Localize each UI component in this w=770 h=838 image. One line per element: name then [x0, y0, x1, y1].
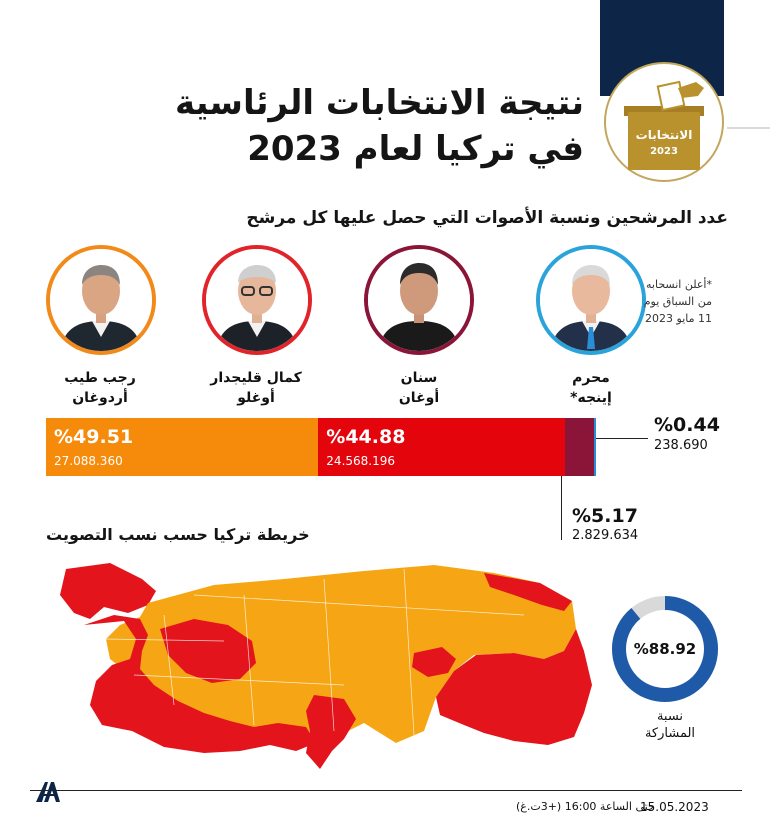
ogan-callout-line [561, 476, 562, 540]
turkey-vote-map [60, 563, 592, 769]
ballot-box-icon [628, 112, 700, 170]
candidate-name-line-1: كمال قليجدار [210, 370, 302, 386]
footer-divider [30, 790, 742, 791]
candidate-portrait-ince [536, 245, 646, 355]
result-pct-erdogan: %49.51 [54, 426, 134, 448]
turnout-donut [612, 596, 718, 702]
result-pct-kilicdaroglu: %44.88 [326, 426, 406, 448]
candidate-name-line-1: محرم [572, 370, 610, 386]
election-logo-year: 2023 [650, 146, 678, 157]
footer-time-note: حتى الساعة 16:00 (+3ت.غ) [516, 800, 655, 813]
result-bar-kilicdaroglu: %44.88 24.568.196 [318, 418, 566, 476]
person-icon [206, 249, 308, 351]
turnout-pct: %88.92 [633, 640, 697, 658]
page-title: نتيجة الانتخابات الرئاسية في تركيا لعام … [175, 80, 584, 172]
result-votes-ogan: 2.829.634 [572, 528, 639, 543]
candidate-name-line-2: أوغلو [237, 390, 275, 406]
map-title: خريطة تركيا حسب نسب التصويت [46, 525, 310, 544]
result-bar-erdogan: %49.51 27.088.360 [46, 418, 319, 476]
candidate-name-line-1: سنان [400, 370, 438, 386]
candidate-name-ogan: سنان أوغان [359, 368, 479, 408]
turnout-label-line-1: نسبة [656, 709, 684, 724]
candidate-name-line-1: رجب طيب [64, 370, 136, 386]
result-pct-ince: %0.44 [654, 414, 720, 436]
result-votes-erdogan: 27.088.360 [54, 454, 123, 468]
withdrawal-note-line-3: 11 مايو 2023 [645, 312, 712, 325]
candidate-name-erdogan: رجب طيب أردوغان [40, 368, 160, 408]
withdrawal-note: *أعلن انسحابه من السباق يوم 11 مايو 2023 [602, 276, 712, 327]
title-line-1: نتيجة الانتخابات الرئاسية [175, 83, 584, 123]
person-icon [50, 249, 152, 351]
section-subtitle: عدد المرشحين ونسبة الأصوات التي حصل عليه… [246, 208, 728, 228]
map-region-erdogan-majority [106, 565, 576, 743]
map-region-east [436, 629, 592, 745]
map-province-borders [103, 568, 525, 736]
election-logo-label: الانتخابات [635, 128, 693, 142]
map-region-ankara [160, 619, 256, 683]
turnout-donut-arc [612, 596, 718, 702]
aa-logo-icon [36, 782, 60, 802]
withdrawal-note-line-1: *أعلن انسحابه [646, 278, 712, 291]
ballot-hand-icon [656, 80, 704, 112]
withdrawal-note-line-2: من السباق يوم [643, 295, 712, 308]
map-region-west-coast [84, 615, 316, 753]
result-votes-kilicdaroglu: 24.568.196 [326, 454, 396, 468]
turnout-label: نسبة المشاركة [628, 708, 712, 742]
person-icon [368, 249, 470, 351]
candidate-portrait-kilicdaroglu [202, 245, 312, 355]
result-votes-ince: 238.690 [654, 438, 708, 453]
turnout-label-line-2: المشاركة [644, 726, 696, 741]
result-pct-ogan: %5.17 [572, 505, 638, 527]
candidate-portrait-erdogan [46, 245, 156, 355]
title-divider [727, 127, 770, 129]
footer-date: 15.05.2023 [640, 800, 709, 814]
result-bar-ogan [565, 418, 594, 476]
candidate-name-ince: محرم إينجه* [531, 368, 651, 408]
result-bar-ince [593, 418, 596, 476]
map-region-tunceli [412, 647, 456, 677]
candidate-name-line-2: إينجه* [570, 390, 612, 406]
ince-callout-line [596, 438, 648, 439]
map-region-artvin [484, 573, 572, 611]
map-region-thrace [60, 563, 156, 619]
candidate-name-line-2: أوغان [398, 390, 440, 406]
ballot-box-lid [624, 106, 704, 116]
person-icon [540, 249, 642, 351]
candidate-name-kilicdaroglu: كمال قليجدار أوغلو [196, 368, 316, 408]
turnout-donut-hole [629, 613, 701, 685]
map-region-hatay [306, 695, 356, 769]
candidate-portrait-ogan [364, 245, 474, 355]
title-line-2: في تركيا لعام 2023 [247, 129, 584, 169]
candidate-name-line-2: أردوغان [72, 390, 128, 406]
